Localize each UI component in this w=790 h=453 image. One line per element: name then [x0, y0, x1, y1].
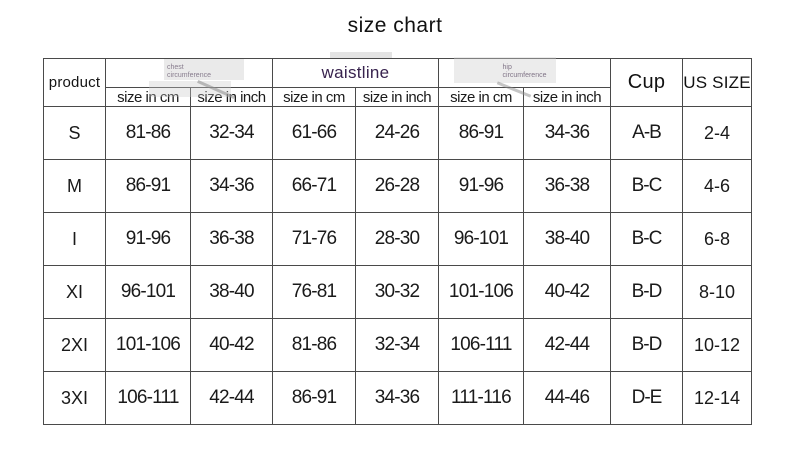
- page-title: size chart: [347, 14, 443, 37]
- subheader-chest-inch: size in inch: [190, 87, 273, 107]
- chest-cm-value: 91-96: [105, 212, 191, 266]
- size-label: M: [43, 159, 106, 213]
- table-row-s: S 81-86 32-34 61-66 24-26 86-91 34-36 A-…: [43, 106, 752, 160]
- hip-inch-value: 36-38: [523, 159, 611, 213]
- chest-cm-value: 106-111: [105, 371, 191, 425]
- size-label: XI: [43, 265, 106, 319]
- chest-inch-value: 34-36: [190, 159, 273, 213]
- cup-value: D-E: [610, 371, 683, 425]
- subheader-hip-inch: size in inch: [523, 87, 611, 107]
- subheader-waist-cm: size in cm: [272, 87, 356, 107]
- hip-cm-value: 106-111: [438, 318, 524, 372]
- waist-inch-value: 28-30: [355, 212, 439, 266]
- chest-inch-value: 38-40: [190, 265, 273, 319]
- size-chart-table: product chest circumference waistline hi…: [43, 58, 752, 425]
- waist-cm-value: 76-81: [272, 265, 356, 319]
- header-group-row: product chest circumference waistline hi…: [43, 58, 752, 107]
- waist-inch-value: 26-28: [355, 159, 439, 213]
- waist-inch-value: 24-26: [355, 106, 439, 160]
- chest-group-label: chest circumference: [167, 64, 211, 82]
- us-size-value: 2-4: [682, 106, 752, 160]
- size-label: S: [43, 106, 106, 160]
- waist-inch-value: 34-36: [355, 371, 439, 425]
- col-header-us-size: US SIZE: [682, 58, 752, 107]
- size-label: 3XI: [43, 371, 106, 425]
- chest-cm-value: 81-86: [105, 106, 191, 160]
- hip-cm-value: 91-96: [438, 159, 524, 213]
- chest-inch-value: 42-44: [190, 371, 273, 425]
- chest-cm-value: 96-101: [105, 265, 191, 319]
- chest-group-label-line2: circumference: [167, 72, 211, 80]
- hip-inch-value: 38-40: [523, 212, 611, 266]
- subheader-hip-cm: size in cm: [438, 87, 524, 107]
- table-row-3xl: 3XI 106-111 42-44 86-91 34-36 111-116 44…: [43, 371, 752, 425]
- chest-inch-value: 32-34: [190, 106, 273, 160]
- table-row-xl: XI 96-101 38-40 76-81 30-32 101-106 40-4…: [43, 265, 752, 319]
- hip-cm-value: 96-101: [438, 212, 524, 266]
- hip-inch-value: 44-46: [523, 371, 611, 425]
- cup-value: B-C: [610, 159, 683, 213]
- hip-group-label: hip circumference: [503, 64, 547, 82]
- waist-cm-value: 86-91: [272, 371, 356, 425]
- waist-cm-value: 61-66: [272, 106, 356, 160]
- hip-group-label-line2: circumference: [502, 72, 547, 80]
- waist-cm-value: 71-76: [272, 212, 356, 266]
- col-header-cup: Cup: [610, 58, 683, 107]
- cup-value: B-C: [610, 212, 683, 266]
- hip-cm-value: 86-91: [438, 106, 524, 160]
- waist-inch-value: 30-32: [355, 265, 439, 319]
- cup-value: B-D: [610, 318, 683, 372]
- cup-value: B-D: [610, 265, 683, 319]
- subheader-waist-inch: size in inch: [355, 87, 439, 107]
- col-group-waistline: waistline: [272, 58, 439, 88]
- hip-group-label-line1: hip: [502, 63, 512, 71]
- hip-cm-value: 111-116: [438, 371, 524, 425]
- size-label: I: [43, 212, 106, 266]
- hip-inch-value: 40-42: [523, 265, 611, 319]
- waist-cm-value: 66-71: [272, 159, 356, 213]
- us-size-value: 6-8: [682, 212, 752, 266]
- chest-cm-value: 86-91: [105, 159, 191, 213]
- col-header-product: product: [43, 58, 106, 107]
- chest-cm-value: 101-106: [105, 318, 191, 372]
- chest-group-label-line1: chest: [167, 63, 184, 71]
- table-row-m: M 86-91 34-36 66-71 26-28 91-96 36-38 B-…: [43, 159, 752, 213]
- waist-cm-value: 81-86: [272, 318, 356, 372]
- chest-inch-value: 36-38: [190, 212, 273, 266]
- col-group-hip: hip circumference: [438, 58, 611, 88]
- hip-inch-value: 34-36: [523, 106, 611, 160]
- col-group-chest: chest circumference: [105, 58, 273, 88]
- us-size-value: 10-12: [682, 318, 752, 372]
- size-label: 2XI: [43, 318, 106, 372]
- cup-value: A-B: [610, 106, 683, 160]
- chest-inch-value: 40-42: [190, 318, 273, 372]
- hip-cm-value: 101-106: [438, 265, 524, 319]
- us-size-value: 4-6: [682, 159, 752, 213]
- table-row-2xl: 2XI 101-106 40-42 81-86 32-34 106-111 42…: [43, 318, 752, 372]
- us-size-value: 12-14: [682, 371, 752, 425]
- us-size-value: 8-10: [682, 265, 752, 319]
- hip-inch-value: 42-44: [523, 318, 611, 372]
- subheader-chest-cm: size in cm: [105, 87, 191, 107]
- table-row-l: I 91-96 36-38 71-76 28-30 96-101 38-40 B…: [43, 212, 752, 266]
- waist-inch-value: 32-34: [355, 318, 439, 372]
